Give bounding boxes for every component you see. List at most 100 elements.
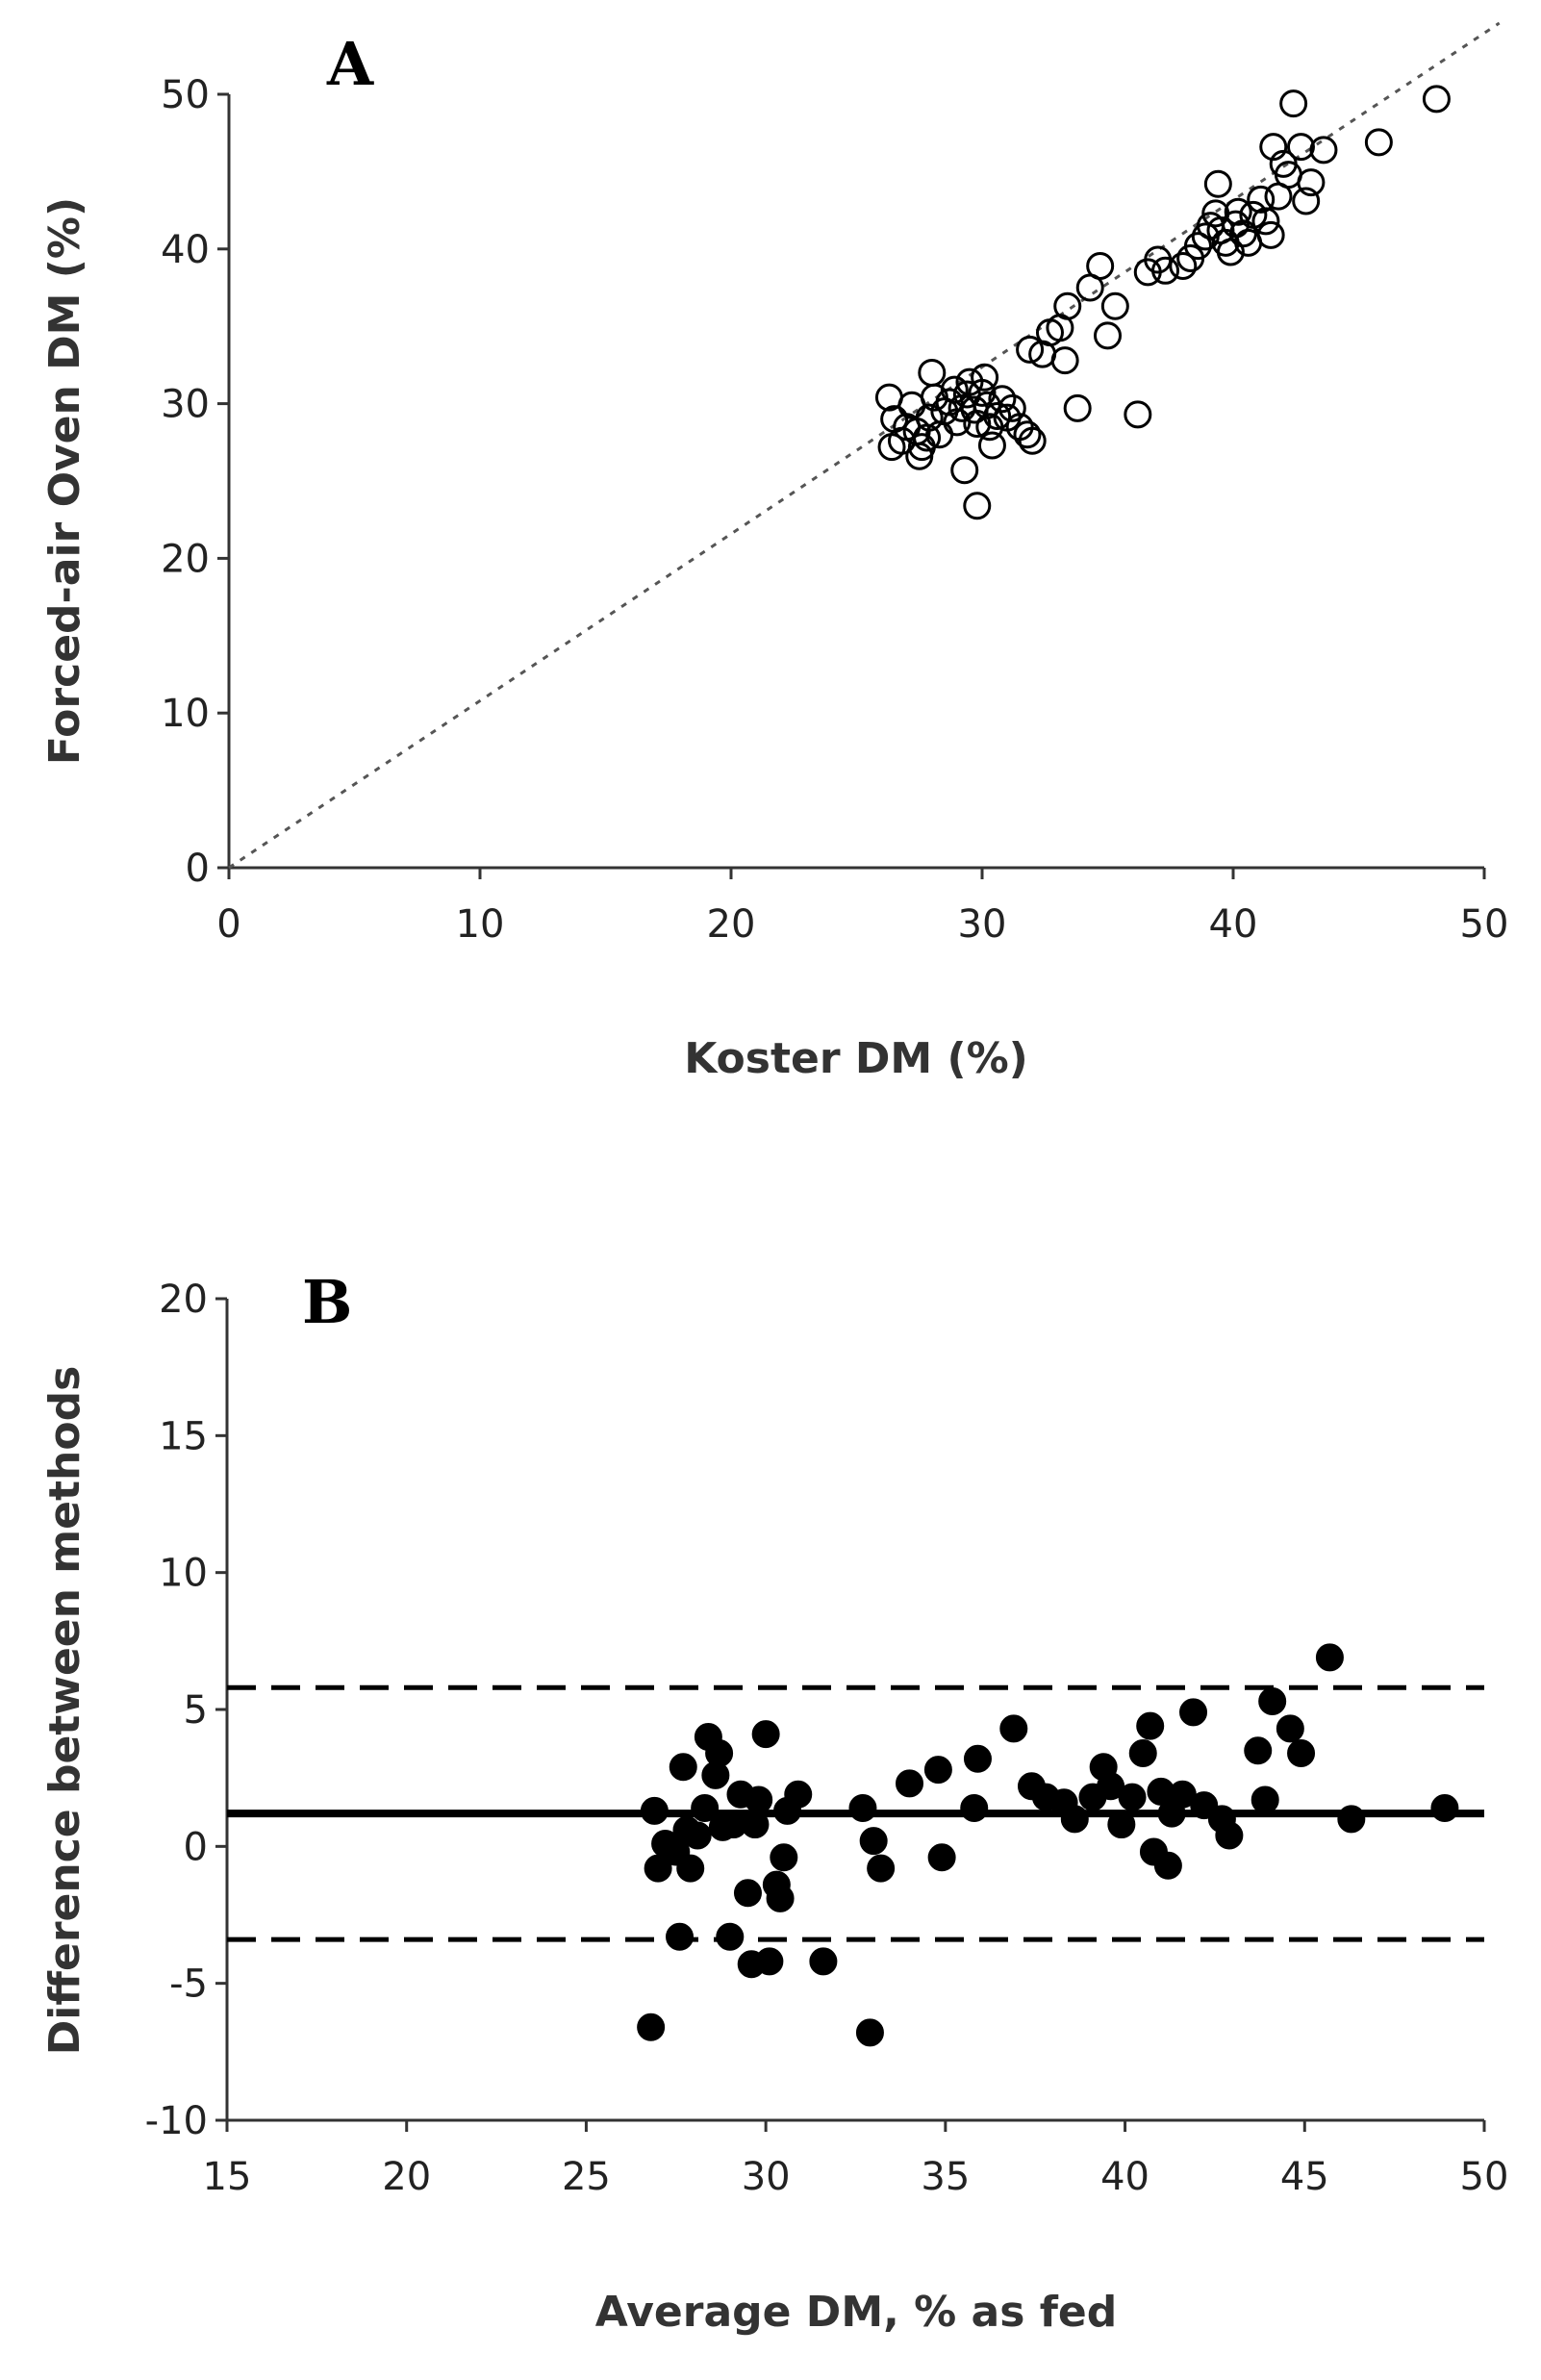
panel-a-data-point — [1203, 169, 1232, 198]
panel-a-data-point — [1239, 200, 1268, 229]
panel-b-data-point — [1276, 1714, 1304, 1743]
panel-a-data-point — [998, 393, 1026, 422]
panel-b-data-point — [809, 1947, 838, 1976]
panel-a-data-point — [1251, 207, 1280, 236]
panel-b-data-point — [1430, 1793, 1459, 1822]
panel-a-data-point — [940, 375, 969, 404]
panel-a-data-point — [1183, 232, 1212, 261]
panel-a-data-point — [1286, 133, 1315, 162]
panel-b-x-tick-label: 25 — [562, 2155, 611, 2199]
panel-b-data-point — [848, 1793, 877, 1822]
panel-a-data-point — [1422, 85, 1451, 114]
panel-a-x-tick-label: 30 — [958, 902, 1007, 947]
panel-a-x-tick-label: 50 — [1460, 902, 1509, 947]
panel-a-data-point — [1224, 197, 1252, 226]
panel-a-data-point — [1050, 346, 1079, 375]
panel-b-y-axis-title: Difference between methods — [40, 1366, 89, 2056]
panel-a-ticks: 0 10 20 30 40 50 0 10 20 30 40 50 — [161, 73, 1508, 947]
panel-b-x-tick-label: 30 — [742, 2155, 791, 2199]
panel-a-data-point — [918, 358, 947, 387]
panel-b-data-point — [867, 1854, 896, 1883]
panel-a-y-tick-label: 20 — [161, 537, 210, 581]
panel-b-data-point — [691, 1793, 720, 1822]
panel-b-letter: B — [302, 1267, 352, 1337]
panel-a-data-point — [983, 401, 1012, 430]
panel-a-data-point — [1256, 220, 1285, 249]
panel-b-data-point — [741, 1810, 770, 1839]
panel-a-data-point — [1013, 420, 1042, 449]
panel-a-data-point — [971, 363, 999, 392]
panel-a-x-axis-title: Koster DM (%) — [684, 1034, 1028, 1083]
panel-b-data-point — [999, 1714, 1028, 1743]
panel-b-x-tick-label: 15 — [203, 2155, 252, 2199]
panel-b-ticks: 15 20 25 30 35 40 45 50 -10 -5 0 5 10 15 20 — [145, 1278, 1509, 2199]
panel-b-data-point — [637, 2013, 666, 2041]
panel-b-data-point — [960, 1793, 989, 1822]
panel-b-data-point — [1179, 1698, 1208, 1727]
panel-b-y-tick-label: -5 — [169, 1962, 208, 2007]
panel-a-data-point — [1259, 133, 1288, 162]
panel-a-data-point — [1094, 321, 1122, 350]
panel-b-data-point — [855, 2018, 884, 2047]
panel-b-y-tick-label: 15 — [159, 1414, 208, 1458]
panel-a-data-point — [915, 403, 944, 432]
panel-b-x-tick-label: 35 — [921, 2155, 970, 2199]
panel-b-data-point — [1136, 1711, 1165, 1740]
panel-b-data-point — [1153, 1851, 1182, 1880]
panel-a-data-point — [1297, 168, 1326, 197]
panel-b-data-point — [1315, 1643, 1344, 1672]
panel-a-letter: A — [326, 29, 374, 99]
panel-a-data-point — [968, 378, 997, 407]
panel-b-data-point — [1060, 1805, 1089, 1834]
panel-b-x-tick-label: 40 — [1100, 2155, 1149, 2199]
panel-b-data-point — [1258, 1686, 1287, 1715]
panel-a-data-point — [1063, 393, 1092, 422]
panel-a-y-axis-title: Forced-air Oven DM (%) — [40, 197, 89, 765]
panel-b-data-point — [1128, 1739, 1157, 1768]
panel-b-data-point — [1337, 1805, 1366, 1834]
panel-b-y-tick-label: -10 — [145, 2099, 208, 2143]
panel-a-data-point — [977, 431, 1006, 460]
panel-a-data-point — [1124, 400, 1152, 429]
panel-b-data-point — [1287, 1739, 1316, 1768]
panel-b-data-point — [784, 1780, 813, 1809]
panel-a-data-point — [1018, 426, 1047, 455]
panel-b-y-tick-label: 0 — [184, 1825, 208, 1869]
panel-b-data-point — [1215, 1821, 1244, 1850]
panel-b-x-tick-label: 20 — [382, 2155, 431, 2199]
panel-b-y-tick-label: 10 — [159, 1552, 208, 1596]
panel-b: B 15 20 25 30 35 40 45 50 -10 -5 0 5 10 15 20 Average … — [40, 1267, 1508, 2337]
panel-b-data-point — [859, 1827, 888, 1856]
panel-b-data-point — [640, 1796, 669, 1825]
panel-b-data-point — [927, 1843, 956, 1872]
panel-a-data-point — [1100, 291, 1129, 320]
panel-a-data-point — [950, 456, 979, 485]
panel-a-data-point — [963, 492, 992, 520]
panel-b-data-point — [1244, 1736, 1273, 1765]
panel-a-x-tick-label: 0 — [216, 902, 240, 947]
panel-a-y-tick-label: 10 — [161, 692, 210, 736]
panel-b-data-point — [896, 1769, 924, 1798]
panel-a-data-point — [913, 423, 942, 452]
panel-b-data-point — [923, 1756, 952, 1785]
panel-b-data-point — [755, 1947, 784, 1976]
panel-a-data-point — [1292, 187, 1321, 215]
panel-b-data-point — [666, 1922, 695, 1951]
panel-b-data-point — [705, 1739, 734, 1768]
panel-a-data-point — [1364, 128, 1393, 157]
panel-b-x-tick-label: 45 — [1280, 2155, 1329, 2199]
panel-a-x-tick-label: 20 — [707, 902, 756, 947]
panel-a-data-point — [1053, 291, 1082, 320]
panel-b-y-tick-label: 20 — [159, 1278, 208, 1322]
panel-b-data-point — [745, 1785, 773, 1814]
panel-a-y-tick-label: 50 — [161, 73, 210, 117]
panel-b-data-point — [1118, 1783, 1147, 1811]
panel-b-data-point — [669, 1753, 697, 1782]
panel-a-data-point — [935, 388, 964, 417]
panel-b-data-point — [1107, 1810, 1136, 1839]
panel-a-data-point — [1086, 251, 1115, 280]
panel-b-data-point — [733, 1879, 762, 1908]
panel-b-data-point — [716, 1922, 745, 1951]
panel-b-data-point — [963, 1744, 992, 1773]
